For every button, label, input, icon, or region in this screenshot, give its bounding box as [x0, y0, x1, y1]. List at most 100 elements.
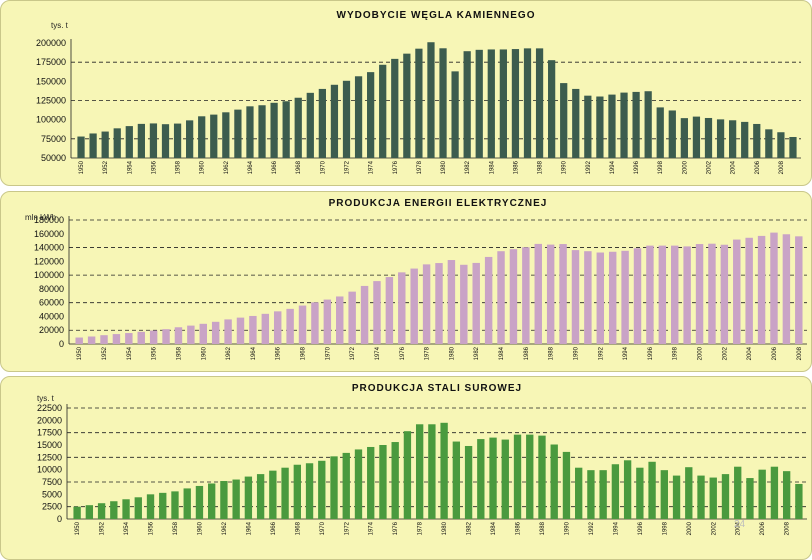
y-tick-label: 17500: [37, 428, 62, 438]
bar-1956: [146, 494, 155, 519]
bar-1955: [134, 497, 142, 519]
bar-1972: [348, 291, 356, 344]
x-tick-label: 1992: [586, 160, 592, 174]
x-tick-label: 1962: [224, 160, 230, 174]
x-tick-label: 1968: [296, 160, 302, 174]
bar-1984: [497, 251, 505, 344]
bar-1998: [656, 107, 664, 158]
x-tick-label: 1996: [648, 346, 654, 360]
bar-1967: [286, 308, 294, 344]
bar-1969: [306, 92, 314, 158]
bar-1982: [463, 51, 471, 158]
x-tick-label: 1994: [610, 160, 616, 174]
bar-1969: [311, 302, 319, 344]
bar-1970: [323, 299, 332, 344]
bar-1955: [137, 123, 145, 158]
bar-1977: [403, 431, 412, 519]
steel-production-chart: PRODUKCJA STALI SUROWEJ tys. t 0 2500 5000 75…: [37, 383, 807, 535]
bar-1953: [112, 334, 121, 344]
bar-1988: [535, 48, 544, 158]
x-tick-label: 1954: [124, 521, 130, 535]
x-tick-label: 1954: [127, 346, 133, 360]
x-tick-label: 1956: [151, 160, 157, 174]
bar-1966: [270, 102, 278, 158]
bar-1981: [460, 264, 468, 344]
x-tick-label: 1984: [491, 521, 497, 535]
coal-production-chart: WYDOBYCIE WĘGLA KAMIENNEGO tys. t 50000 750…: [36, 10, 801, 174]
bar-2006: [753, 123, 761, 158]
bar-1958: [171, 491, 179, 519]
y-tick-label: 140000: [34, 243, 64, 253]
bar-1994: [611, 464, 620, 519]
x-tick-label: 1986: [516, 521, 522, 535]
x-tick-label: 1952: [102, 346, 108, 360]
y-tick-label: 15000: [37, 440, 62, 450]
x-tick-label: 2006: [755, 160, 761, 174]
bar-1972: [342, 452, 350, 519]
bar-1989: [559, 244, 567, 344]
bar-1994: [621, 250, 629, 344]
bar-1990: [560, 83, 568, 158]
bar-1982: [464, 445, 473, 519]
y-tick-label: 160000: [34, 229, 64, 239]
y-tick-label: 20000: [39, 325, 64, 335]
bar-1997: [648, 461, 656, 519]
y-tick-label: 100000: [34, 270, 64, 280]
bar-1996: [646, 245, 654, 344]
x-tick-label: 2004: [747, 346, 753, 360]
bar-1986: [511, 49, 520, 158]
chart-title: PRODUKCJA ENERGII ELEKTRYCZNEJ: [329, 198, 548, 209]
x-tick-label: 1986: [524, 346, 530, 360]
x-tick-label: 1982: [467, 521, 473, 535]
bar-1978: [415, 48, 423, 158]
bar-1976: [391, 58, 399, 159]
bar-1986: [513, 434, 522, 519]
x-tick-label: 2006: [760, 521, 766, 535]
bar-1974: [367, 446, 375, 519]
chart-title: PRODUKCJA STALI SUROWEJ: [352, 383, 522, 394]
bar-1951: [85, 505, 94, 519]
bar-1999: [672, 475, 681, 519]
bar-1975: [385, 277, 394, 344]
bar-1989: [550, 444, 558, 519]
x-tick-label: 1958: [176, 346, 182, 360]
x-tick-label: 1998: [662, 521, 668, 535]
bar-1965: [256, 474, 265, 519]
bar-1998: [660, 470, 668, 519]
x-tick-label: 2008: [797, 346, 803, 360]
x-tick-label: 1952: [103, 160, 109, 174]
bar-1971: [330, 456, 338, 519]
bar-1989: [548, 60, 556, 158]
x-tick-label: 1970: [325, 346, 331, 360]
bar-1951: [89, 133, 97, 158]
bar-1985: [499, 49, 507, 158]
bar-2002: [709, 477, 717, 519]
x-tick-label: 1992: [598, 346, 604, 360]
bar-1961: [208, 483, 216, 519]
y-axis-unit-label: mln kWh: [25, 213, 56, 222]
x-tick-label: 1974: [369, 521, 375, 535]
x-tick-label: 1980: [442, 521, 448, 535]
bar-1975: [379, 445, 387, 519]
x-tick-label: 1986: [513, 160, 519, 174]
bar-undefined: [795, 483, 803, 519]
x-tick-label: 2008: [785, 521, 791, 535]
bar-1951: [87, 336, 96, 344]
bar-1956: [149, 330, 158, 344]
x-tick-label: 1976: [400, 346, 406, 360]
x-tick-label: 1998: [658, 160, 664, 174]
bar-1963: [232, 479, 240, 519]
bar-1990: [571, 250, 580, 344]
x-tick-label: 2000: [698, 346, 704, 360]
bar-1955: [137, 331, 145, 344]
y-tick-label: 75000: [41, 134, 66, 144]
bar-1974: [373, 281, 381, 344]
x-tick-label: 1996: [638, 521, 644, 535]
bar-2006: [758, 469, 766, 519]
x-tick-label: 1954: [127, 160, 133, 174]
bar-1956: [149, 123, 158, 158]
bar-2008: [777, 132, 785, 158]
x-tick-label: 2006: [772, 346, 778, 360]
x-tick-label: 1950: [75, 521, 81, 535]
bar-1986: [522, 247, 530, 344]
